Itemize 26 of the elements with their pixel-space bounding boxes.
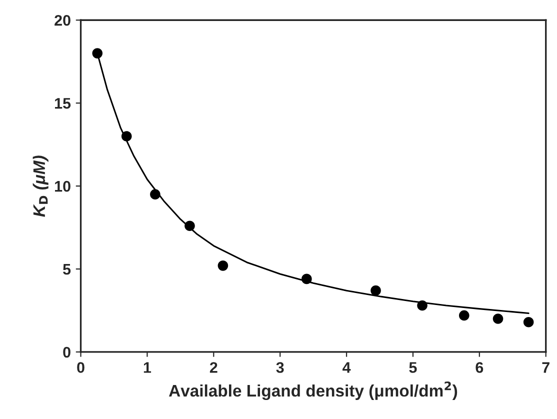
point [302, 274, 312, 284]
x-axis-title: Available Ligand density (μmol/dm$^{2}$) [168, 381, 458, 400]
y-tick-label: 10 [55, 180, 70, 192]
point [121, 131, 132, 142]
point [218, 260, 228, 271]
y-tick-label: 0 [63, 346, 70, 358]
point [492, 314, 504, 324]
x-tick-label: 2 [210, 362, 218, 373]
point [458, 310, 470, 321]
point [150, 189, 160, 200]
point [92, 48, 103, 58]
x-tick-label: 6 [476, 362, 484, 373]
x-tick-label: 0 [77, 362, 84, 373]
x-tick-label: 1 [144, 362, 152, 373]
y-tick-label: 20 [54, 14, 70, 26]
x-tick-label: 4 [342, 362, 351, 373]
y-tick-label: 15 [55, 98, 71, 109]
x-tick-label: 5 [409, 362, 417, 373]
y-axis-title: K$_{D}$ (μM) [32, 156, 48, 217]
point [417, 300, 428, 311]
x-tick-label: 3 [276, 362, 284, 373]
x-tick-label: 7 [542, 362, 550, 373]
point [184, 220, 195, 232]
point [370, 285, 381, 296]
y-tick-label: 5 [63, 264, 71, 275]
point [523, 316, 534, 328]
